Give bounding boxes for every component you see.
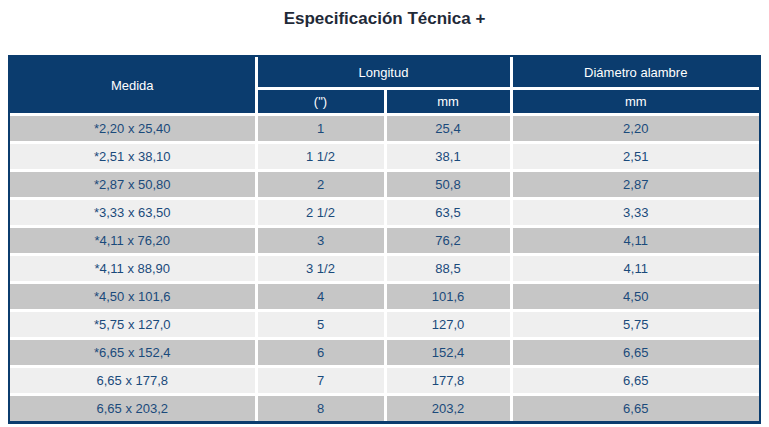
cell-mm: 25,4	[385, 115, 511, 143]
header-row-main: Medida Longitud Diámetro alambre	[10, 57, 759, 89]
cell-diametro: 4,11	[511, 255, 759, 283]
table-header: Medida Longitud Diámetro alambre (") mm …	[10, 57, 759, 115]
cell-medida: *2,51 x 38,10	[10, 143, 256, 171]
table-row: *4,11 x 88,90 3 1/2 88,5 4,11	[10, 255, 759, 283]
cell-medida: *2,87 x 50,80	[10, 171, 256, 199]
cell-mm: 101,6	[385, 283, 511, 311]
table-row: *2,87 x 50,80 2 50,8 2,87	[10, 171, 759, 199]
cell-diametro: 2,51	[511, 143, 759, 171]
cell-diametro: 2,20	[511, 115, 759, 143]
cell-mm: 76,2	[385, 227, 511, 255]
cell-inches: 6	[256, 339, 385, 367]
cell-diametro: 3,33	[511, 199, 759, 227]
cell-mm: 152,4	[385, 339, 511, 367]
cell-diametro: 5,75	[511, 311, 759, 339]
cell-inches: 1	[256, 115, 385, 143]
cell-mm: 203,2	[385, 395, 511, 422]
col-header-medida: Medida	[10, 57, 256, 115]
spec-table: Medida Longitud Diámetro alambre (") mm …	[8, 55, 761, 424]
table-row: *2,20 x 25,40 1 25,4 2,20	[10, 115, 759, 143]
table-row: *4,11 x 76,20 3 76,2 4,11	[10, 227, 759, 255]
cell-diametro: 6,65	[511, 339, 759, 367]
table-row: 6,65 x 203,2 8 203,2 6,65	[10, 395, 759, 422]
table-body: *2,20 x 25,40 1 25,4 2,20 *2,51 x 38,10 …	[10, 115, 759, 422]
cell-diametro: 4,50	[511, 283, 759, 311]
cell-mm: 50,8	[385, 171, 511, 199]
table-row: *4,50 x 101,6 4 101,6 4,50	[10, 283, 759, 311]
cell-medida: *2,20 x 25,40	[10, 115, 256, 143]
cell-diametro: 2,87	[511, 171, 759, 199]
cell-inches: 2 1/2	[256, 199, 385, 227]
table-row: 6,65 x 177,8 7 177,8 6,65	[10, 367, 759, 395]
col-header-diametro-alambre: Diámetro alambre	[511, 57, 759, 89]
cell-medida: *3,33 x 63,50	[10, 199, 256, 227]
col-subheader-longitud-mm: mm	[385, 89, 511, 115]
cell-medida: *4,50 x 101,6	[10, 283, 256, 311]
table-row: *2,51 x 38,10 1 1/2 38,1 2,51	[10, 143, 759, 171]
cell-inches: 3 1/2	[256, 255, 385, 283]
cell-medida: 6,65 x 177,8	[10, 367, 256, 395]
cell-mm: 177,8	[385, 367, 511, 395]
cell-mm: 63,5	[385, 199, 511, 227]
page-title: Especificación Técnica +	[0, 0, 769, 29]
col-subheader-diametro-mm: mm	[511, 89, 759, 115]
table-row: *3,33 x 63,50 2 1/2 63,5 3,33	[10, 199, 759, 227]
page: Especificación Técnica + Medida Longitud…	[0, 0, 769, 427]
cell-medida: *5,75 x 127,0	[10, 311, 256, 339]
col-header-longitud: Longitud	[256, 57, 511, 89]
table-row: *5,75 x 127,0 5 127,0 5,75	[10, 311, 759, 339]
spec-table-grid: Medida Longitud Diámetro alambre (") mm …	[10, 57, 759, 421]
cell-medida: *6,65 x 152,4	[10, 339, 256, 367]
cell-mm: 127,0	[385, 311, 511, 339]
cell-diametro: 6,65	[511, 395, 759, 422]
cell-diametro: 4,11	[511, 227, 759, 255]
cell-inches: 4	[256, 283, 385, 311]
cell-mm: 88,5	[385, 255, 511, 283]
cell-medida: *4,11 x 88,90	[10, 255, 256, 283]
table-row: *6,65 x 152,4 6 152,4 6,65	[10, 339, 759, 367]
cell-inches: 7	[256, 367, 385, 395]
col-subheader-inches: (")	[256, 89, 385, 115]
cell-medida: 6,65 x 203,2	[10, 395, 256, 422]
cell-diametro: 6,65	[511, 367, 759, 395]
cell-inches: 3	[256, 227, 385, 255]
cell-mm: 38,1	[385, 143, 511, 171]
cell-inches: 8	[256, 395, 385, 422]
cell-inches: 5	[256, 311, 385, 339]
cell-medida: *4,11 x 76,20	[10, 227, 256, 255]
cell-inches: 1 1/2	[256, 143, 385, 171]
cell-inches: 2	[256, 171, 385, 199]
